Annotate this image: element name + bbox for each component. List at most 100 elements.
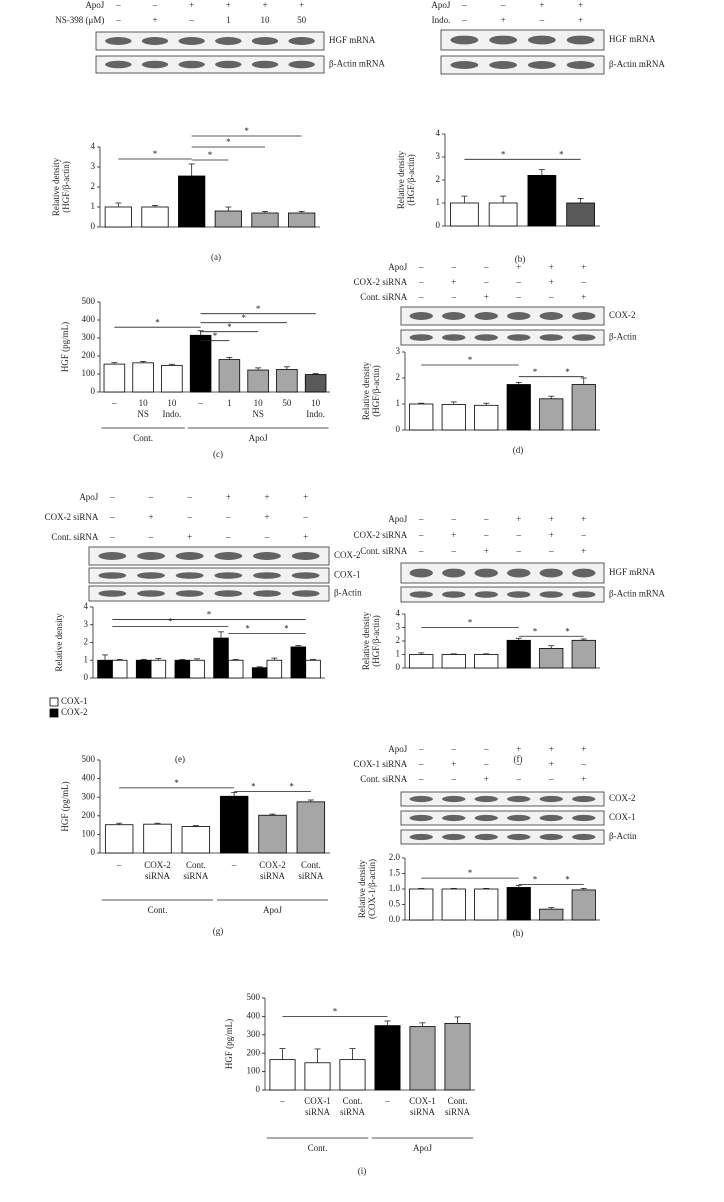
row-symbol: –	[148, 492, 154, 502]
row-symbol: –	[451, 744, 457, 754]
bar	[296, 801, 326, 854]
row-symbol: –	[109, 492, 115, 502]
row-symbol: –	[109, 512, 115, 522]
blot-band	[253, 572, 281, 579]
row-symbol: –	[418, 292, 424, 302]
y-axis-label: (COX-1/β-actin)	[367, 859, 377, 919]
blot	[440, 29, 605, 51]
y-axis-label: (HGF/β-actin)	[371, 365, 381, 417]
y-tick-label: 0	[91, 221, 96, 231]
bar	[527, 174, 557, 227]
significance-label: *	[244, 126, 249, 136]
row-symbol: +	[484, 546, 489, 556]
y-tick-label: 2	[436, 174, 441, 184]
blot-band	[474, 334, 498, 341]
row-label: Indo.	[432, 15, 451, 25]
y-tick-label: 100	[247, 1066, 261, 1076]
bar	[213, 637, 229, 679]
bar	[539, 908, 564, 921]
blot-label: β-Actin	[609, 831, 637, 841]
row-label: ApoJ	[431, 0, 450, 10]
bar	[441, 404, 466, 431]
row-symbol: +	[578, 0, 583, 10]
row-symbol: –	[483, 759, 489, 769]
bar	[218, 359, 241, 393]
blot-band	[253, 590, 281, 597]
bar	[305, 659, 321, 679]
significance-label: *	[289, 782, 294, 792]
blot-band	[442, 814, 466, 822]
row-symbol: –	[461, 15, 467, 25]
blot	[400, 306, 605, 326]
y-axis-label: HGF (pg/mL)	[60, 781, 70, 831]
blot-band	[175, 572, 204, 579]
row-symbol: –	[516, 774, 522, 784]
blot-label: HGF mRNA	[329, 35, 376, 45]
blot-band	[214, 552, 243, 560]
blot-band	[539, 591, 563, 598]
blot-band	[178, 37, 205, 45]
x-tick-label: 10	[167, 398, 177, 408]
bar	[450, 202, 479, 227]
significance-label: *	[226, 137, 231, 147]
panel-label: (i)	[358, 1166, 367, 1176]
bar	[214, 210, 242, 228]
y-tick-label: 100	[82, 828, 96, 838]
group-label: ApoJ	[249, 433, 268, 443]
blot-label: β-Actin mRNA	[609, 589, 665, 599]
significance-label: *	[559, 149, 564, 159]
row-symbol: +	[152, 15, 157, 25]
row-symbol: +	[226, 0, 231, 10]
blot-band	[291, 590, 320, 597]
blot-label: β-Actin mRNA	[609, 59, 665, 69]
bar	[135, 659, 152, 679]
blot	[88, 585, 330, 602]
significance-label: *	[565, 626, 570, 636]
row-symbol: +	[549, 262, 554, 272]
significance-label: *	[251, 782, 256, 792]
row-symbol: –	[483, 530, 489, 540]
row-symbol: +	[578, 15, 583, 25]
row-symbol: –	[451, 292, 457, 302]
blot-band	[98, 572, 127, 579]
y-tick-label: 400	[82, 773, 96, 783]
row-symbol: –	[451, 262, 457, 272]
y-tick-label: 1	[436, 197, 441, 207]
legend-swatch	[49, 697, 59, 707]
bar	[251, 667, 268, 679]
bar	[539, 398, 564, 431]
row-symbol: +	[516, 744, 521, 754]
bar	[441, 654, 466, 669]
row-symbol: –	[186, 512, 192, 522]
bar	[444, 1022, 471, 1091]
row-symbol: –	[581, 530, 587, 540]
group-label: Cont.	[148, 905, 168, 915]
row-label: ApoJ	[388, 262, 407, 272]
blot-label: β-Actin mRNA	[329, 59, 385, 69]
row-symbol: –	[418, 277, 424, 287]
y-tick-label: 1.5	[389, 868, 401, 878]
row-symbol: –	[548, 292, 554, 302]
row-symbol: –	[451, 774, 457, 784]
row-symbol: –	[548, 774, 554, 784]
row-label: ApoJ	[79, 492, 98, 502]
row-label: ApoJ	[85, 0, 104, 10]
row-symbol: –	[539, 15, 545, 25]
bar	[97, 659, 113, 679]
x-tick-label: siRNA	[145, 871, 171, 881]
blot-label: COX-2	[609, 310, 636, 320]
bar	[251, 212, 279, 228]
bar	[104, 824, 134, 854]
blot-band	[539, 334, 563, 341]
blot	[88, 546, 330, 566]
blot	[400, 810, 605, 826]
row-symbol: +	[581, 262, 586, 272]
significance-label: *	[333, 1006, 338, 1016]
bar	[288, 212, 316, 228]
row-symbol: –	[516, 759, 522, 769]
row-symbol: +	[262, 0, 267, 10]
y-tick-label: 500	[82, 296, 96, 306]
row-symbol: –	[483, 514, 489, 524]
blot-band	[527, 61, 556, 69]
x-tick-label: NS	[137, 409, 149, 419]
